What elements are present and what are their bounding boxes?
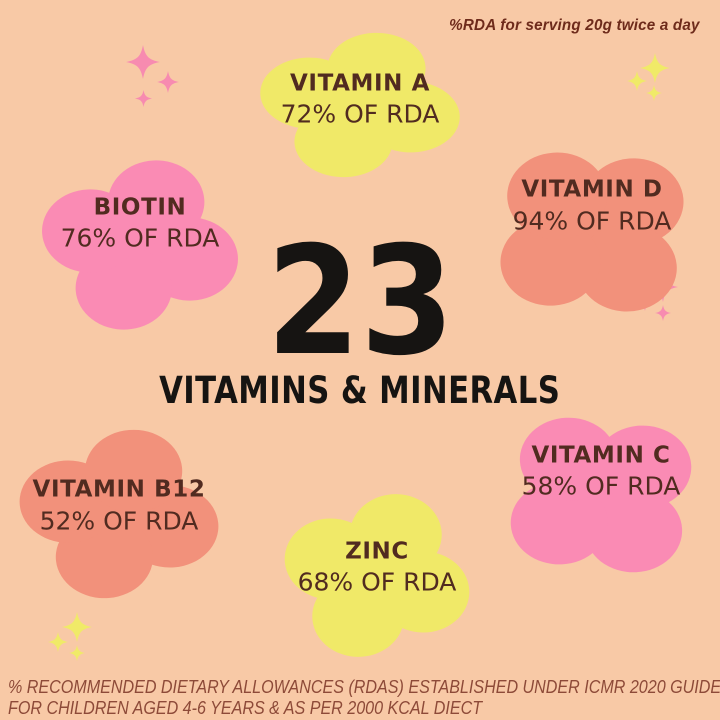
footnote-line: FOR CHILDREN AGED 4-6 YEARS & AS PER 200… xyxy=(8,697,483,718)
nutrient-name: BIOTIN xyxy=(93,194,187,221)
blob-vitamin-b12: VITAMIN B12 52% OF RDA xyxy=(8,420,230,608)
nutrient-rda-value: 76% OF RDA xyxy=(60,223,220,253)
nutrient-name: VITAMIN D xyxy=(521,176,663,203)
nutrient-text: VITAMIN A 72% OF RDA xyxy=(248,70,472,130)
nutrient-rda-value: 94% OF RDA xyxy=(512,206,672,236)
count-headline: 23 xyxy=(0,215,720,389)
nutrient-text: ZINC 68% OF RDA xyxy=(272,538,482,597)
sparkle-icon xyxy=(48,632,68,652)
sparkle-icon xyxy=(69,645,85,661)
sparkle-icon xyxy=(627,71,647,91)
blob-vitamin-a: VITAMIN A 72% OF RDA xyxy=(248,24,472,186)
sparkle-icon xyxy=(157,71,179,93)
nutrient-rda-value: 58% OF RDA xyxy=(521,472,681,502)
nutrient-text: VITAMIN B12 52% OF RDA xyxy=(8,477,230,536)
nutrient-rda-value: 68% OF RDA xyxy=(297,567,457,597)
nutrient-name: VITAMIN B12 xyxy=(32,477,206,504)
footnote: % RECOMMENDED DIETARY ALLOWANCES (RDAS) … xyxy=(8,676,720,718)
nutrient-rda-value: 72% OF RDA xyxy=(280,100,440,130)
count-number: 23 xyxy=(266,215,454,389)
nutrient-rda-value: 52% OF RDA xyxy=(39,506,199,536)
sparkle-icon xyxy=(135,90,152,107)
blob-vitamin-d: VITAMIN D 94% OF RDA xyxy=(478,133,706,331)
count-subtitle: VITAMINS & MINERALS xyxy=(0,372,720,409)
sparkle-icon xyxy=(126,45,160,79)
sparkle-icon xyxy=(646,85,662,101)
footnote-line: % RECOMMENDED DIETARY ALLOWANCES (RDAS) … xyxy=(8,676,720,697)
blob-vitamin-c: VITAMIN C 58% OF RDA xyxy=(490,400,712,590)
nutrient-text: BIOTIN 76% OF RDA xyxy=(30,194,250,253)
blob-zinc: ZINC 68% OF RDA xyxy=(272,483,482,668)
nutrient-name: VITAMIN A xyxy=(290,70,430,97)
nutrient-text: VITAMIN D 94% OF RDA xyxy=(478,176,706,236)
nutrient-text: VITAMIN C 58% OF RDA xyxy=(490,442,712,502)
blob-biotin: BIOTIN 76% OF RDA xyxy=(30,150,250,340)
count-subtitle-text: VITAMINS & MINERALS xyxy=(159,369,561,412)
serving-note: %RDA for serving 20g twice a day xyxy=(449,17,700,34)
nutrient-name: ZINC xyxy=(345,538,409,565)
nutrient-name: VITAMIN C xyxy=(531,442,671,469)
